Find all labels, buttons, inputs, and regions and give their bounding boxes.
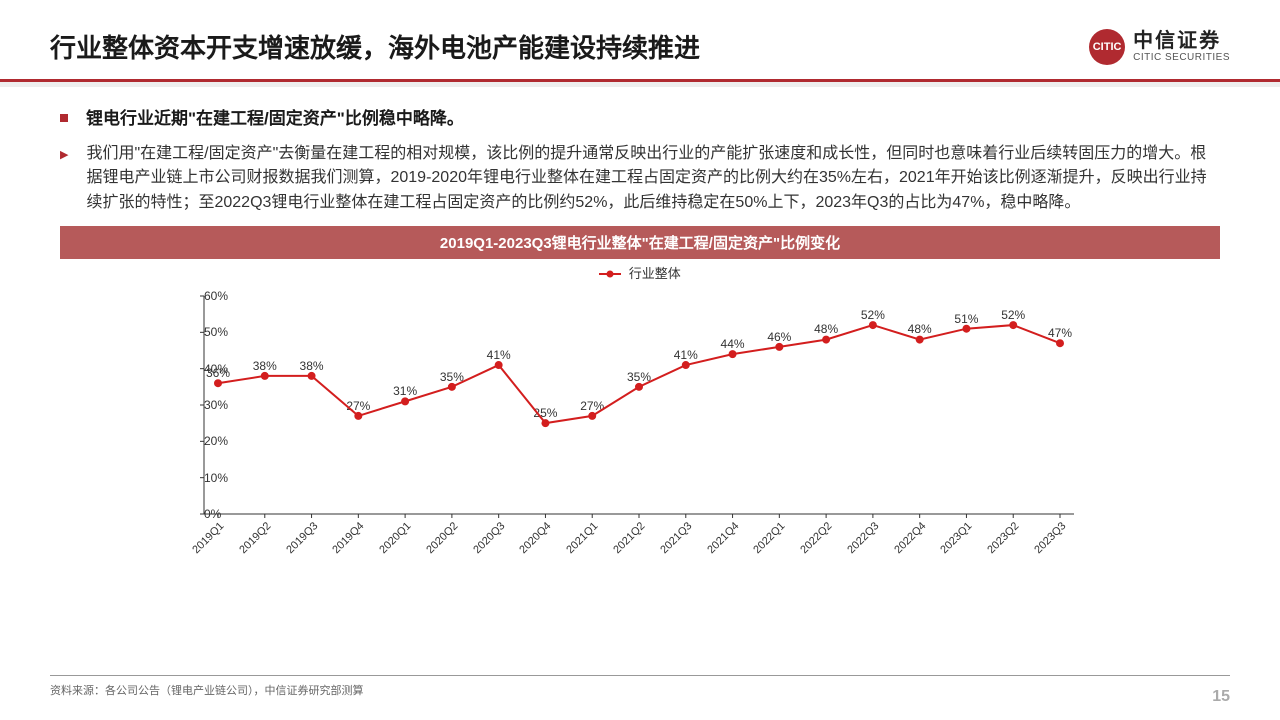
header-divider	[0, 79, 1280, 82]
bullet-arrow-icon: ▶	[60, 148, 68, 161]
bullet-1: 锂电行业近期"在建工程/固定资产"比例稳中略降。	[60, 106, 1220, 132]
slide-title: 行业整体资本开支增速放缓，海外电池产能建设持续推进	[50, 28, 700, 65]
chart-title: 2019Q1-2023Q3锂电行业整体"在建工程/固定资产"比例变化	[60, 226, 1220, 259]
footer: 资料来源：各公司公告（锂电产业链公司），中信证券研究部测算	[50, 675, 1230, 698]
bullet-2-text: 我们用"在建工程/固定资产"去衡量在建工程的相对规模，该比例的提升通常反映出行业…	[86, 142, 1220, 216]
line-chart: 0%10%20%30%40%50%60%36%2019Q138%2019Q238…	[160, 290, 1120, 590]
bullet-1-text: 锂电行业近期"在建工程/固定资产"比例稳中略降。	[86, 106, 464, 132]
legend-marker-icon	[599, 273, 621, 275]
company-logo: CITIC 中信证券 CITIC SECURITIES	[1089, 29, 1230, 65]
source-text: 资料来源：各公司公告（锂电产业链公司），中信证券研究部测算	[50, 685, 364, 697]
bullet-2: ▶ 我们用"在建工程/固定资产"去衡量在建工程的相对规模，该比例的提升通常反映出…	[60, 142, 1220, 216]
slide-header: 行业整体资本开支增速放缓，海外电池产能建设持续推进 CITIC 中信证券 CIT…	[0, 0, 1280, 79]
logo-cn-text: 中信证券	[1133, 30, 1230, 52]
logo-en-text: CITIC SECURITIES	[1133, 52, 1230, 63]
chart-legend: 行业整体	[60, 263, 1220, 282]
legend-label: 行业整体	[629, 266, 681, 281]
page-number: 15	[1212, 688, 1230, 706]
logo-icon: CITIC	[1089, 29, 1125, 65]
content-area: 锂电行业近期"在建工程/固定资产"比例稳中略降。 ▶ 我们用"在建工程/固定资产…	[0, 82, 1280, 590]
bullet-square-icon	[60, 114, 68, 122]
